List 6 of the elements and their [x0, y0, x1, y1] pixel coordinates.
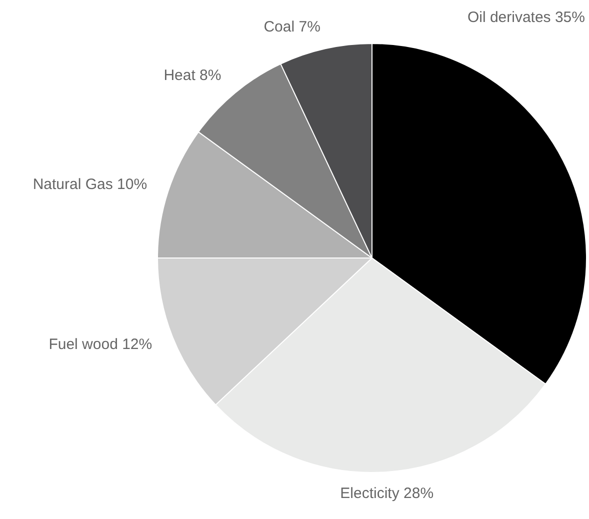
slice-label: Fuel wood 12%	[48, 336, 152, 354]
slice-label: Heat 8%	[164, 66, 222, 84]
slice-label: Electicity 28%	[340, 485, 434, 502]
slice-label: Oil derivates 35%	[467, 9, 585, 26]
slice-label: Coal 7%	[264, 18, 320, 36]
slice-label: Natural Gas 10%	[32, 176, 148, 194]
